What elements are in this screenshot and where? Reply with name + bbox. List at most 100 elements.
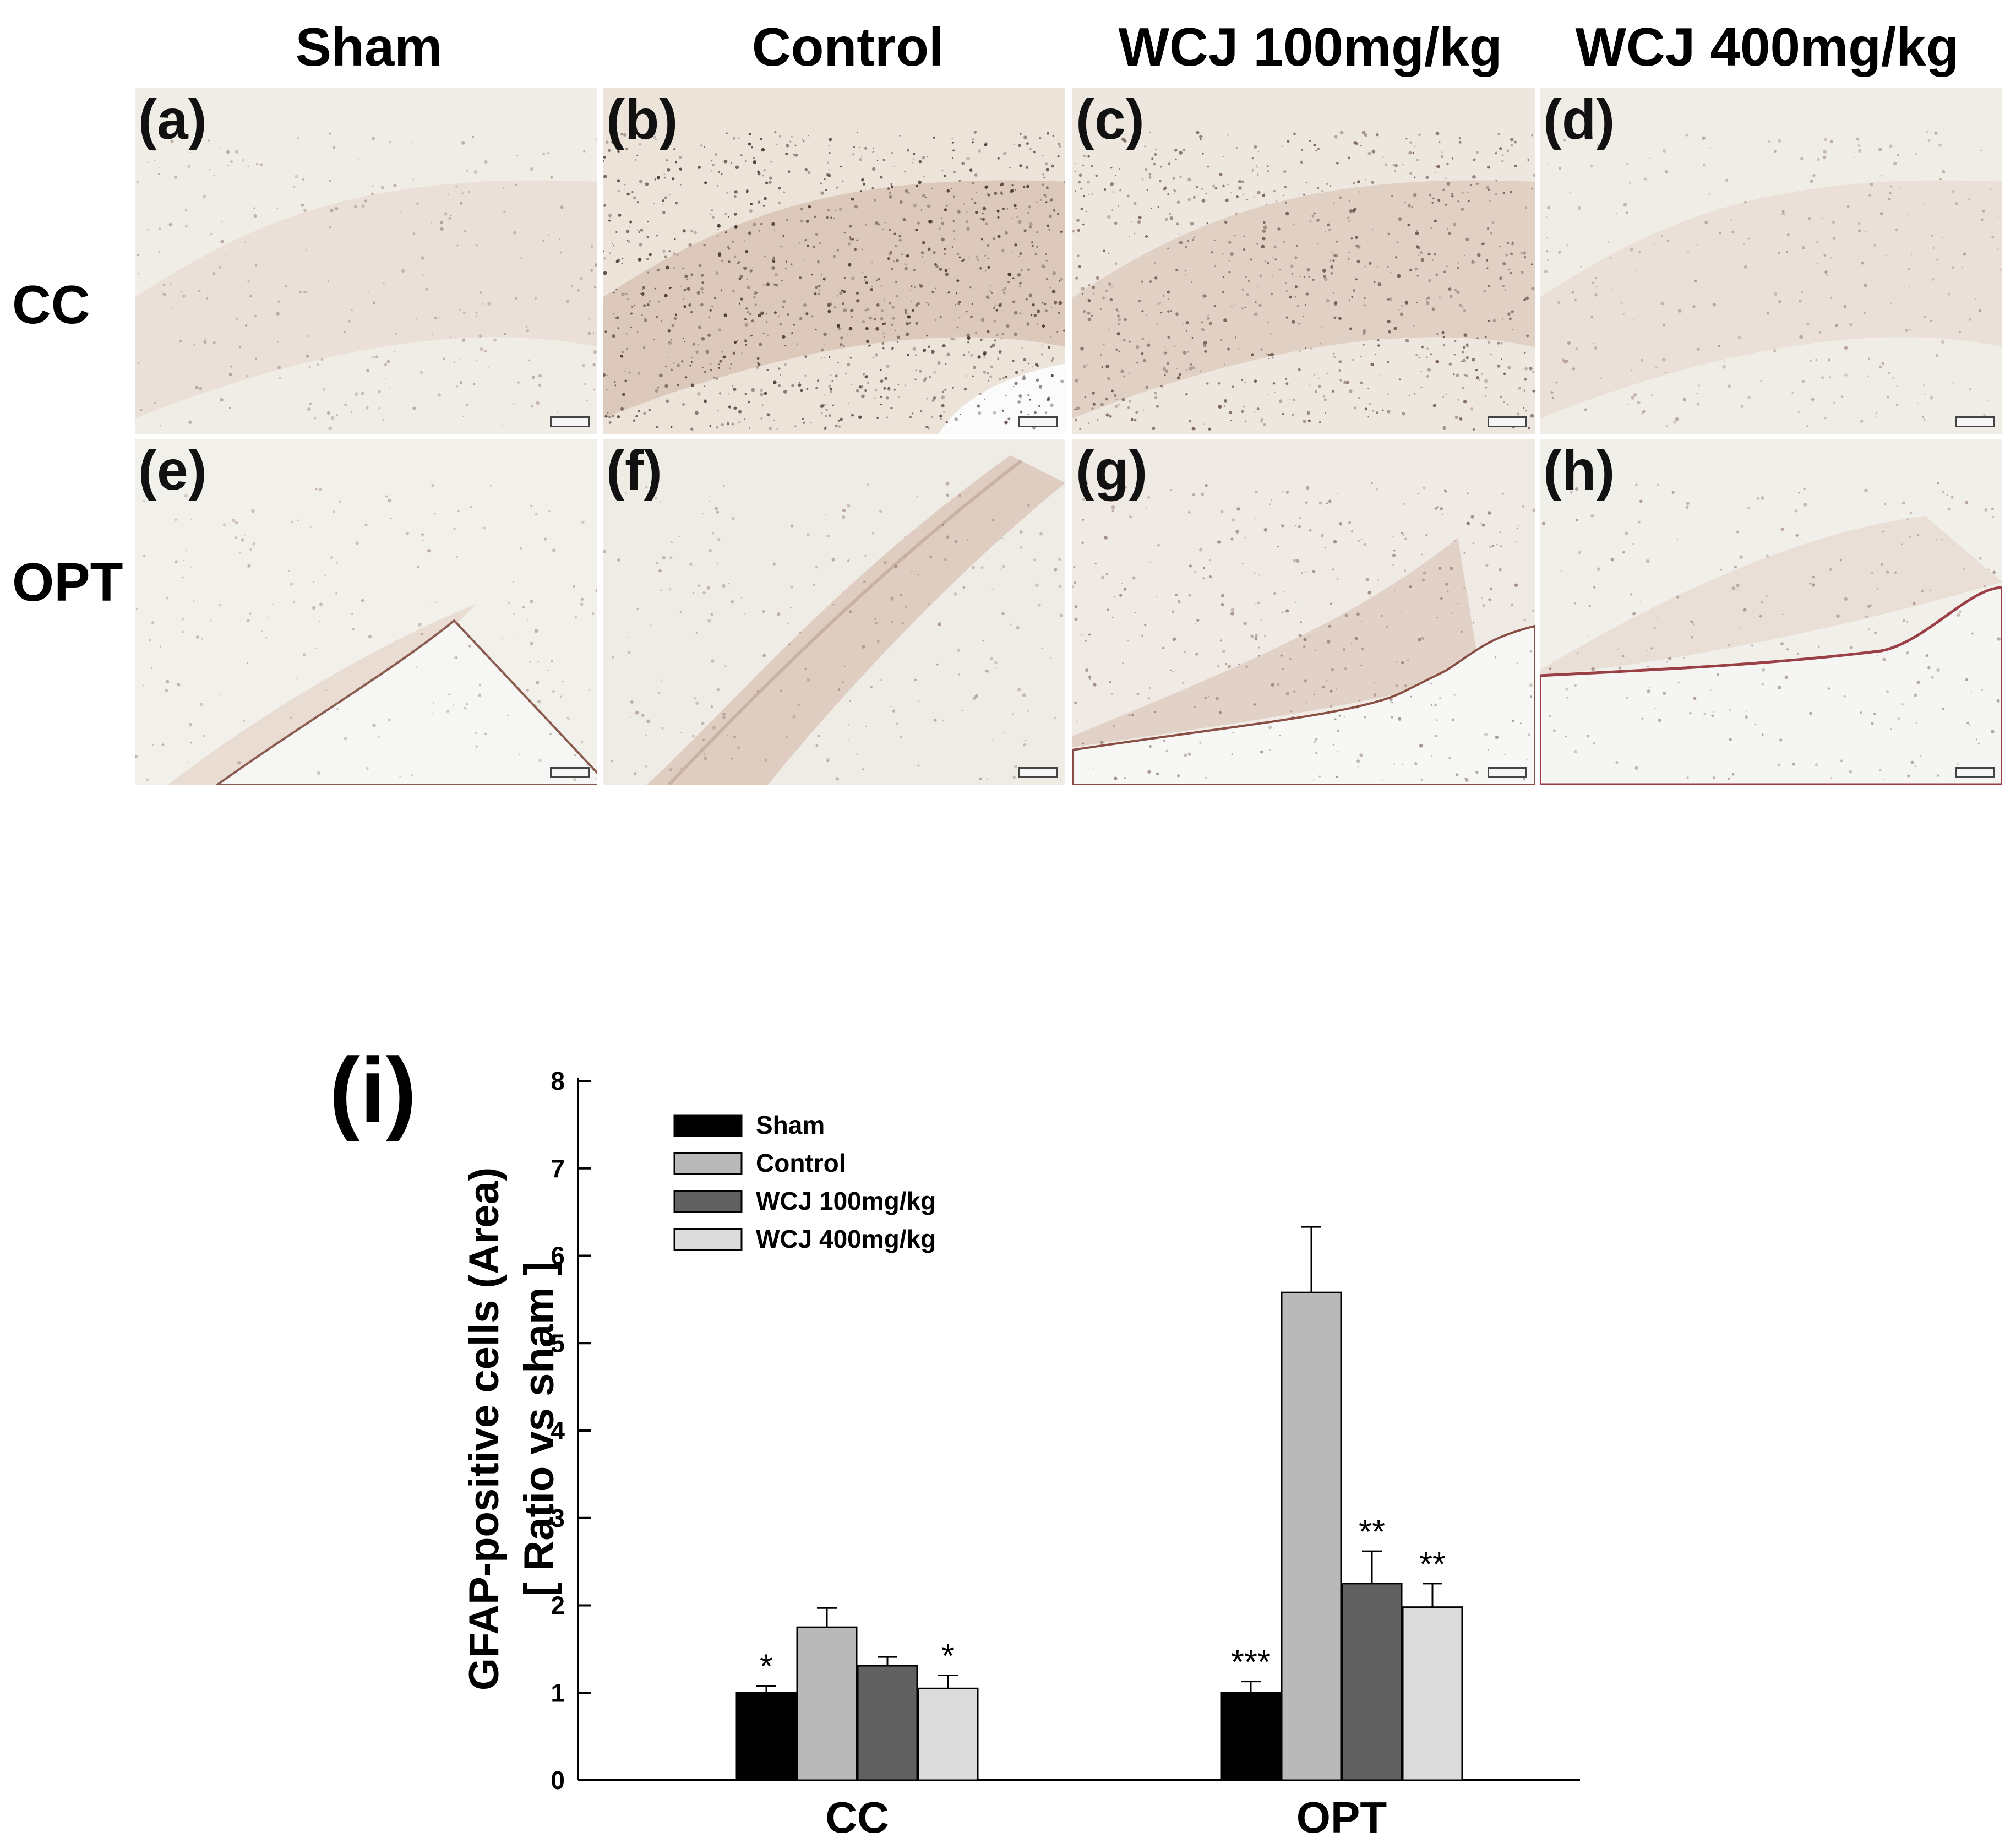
cell-dot <box>1315 390 1317 393</box>
cell-dot <box>1399 312 1404 316</box>
cell-dot <box>1880 563 1883 566</box>
cell-dot <box>1076 720 1078 722</box>
cell-dot <box>302 653 306 656</box>
cell-dot <box>1352 209 1356 213</box>
cell-dot <box>1050 359 1054 362</box>
cell-dot <box>914 228 917 231</box>
cell-dot <box>827 303 831 307</box>
cell-dot <box>1711 714 1714 717</box>
cell-dot <box>1130 221 1132 223</box>
cell-dot <box>1439 507 1443 511</box>
cell-dot <box>1965 678 1969 682</box>
cell-dot <box>508 602 510 605</box>
cell-dot <box>713 377 716 379</box>
cell-dot <box>1011 217 1012 219</box>
cell-dot <box>1392 564 1394 566</box>
cell-dot <box>830 390 832 393</box>
cell-dot <box>1927 666 1931 670</box>
cell-dot <box>666 357 668 359</box>
cell-dot <box>751 388 755 392</box>
cell-dot <box>1692 623 1695 626</box>
cell-dot <box>440 227 444 231</box>
cell-dot <box>884 561 887 564</box>
cell-dot <box>931 415 934 418</box>
cell-dot <box>480 347 483 351</box>
cell-dot <box>188 761 190 763</box>
cell-dot <box>1966 721 1970 725</box>
cell-dot <box>1263 193 1266 194</box>
cell-dot <box>1833 401 1835 404</box>
cell-dot <box>1445 583 1448 586</box>
cell-dot <box>1020 530 1023 534</box>
cell-dot <box>1027 322 1029 325</box>
cell-dot <box>513 613 515 615</box>
cell-dot <box>1387 393 1389 395</box>
cell-dot <box>943 411 945 413</box>
cell-dot <box>1014 381 1018 385</box>
cell-dot <box>989 285 991 287</box>
cell-dot <box>593 350 597 354</box>
cell-dot <box>1996 699 2000 703</box>
cell-dot <box>1360 665 1363 667</box>
cell-dot <box>875 221 879 225</box>
cell-dot <box>1214 187 1218 190</box>
cell-dot <box>1743 265 1748 269</box>
cell-dot <box>1816 263 1818 265</box>
cell-dot <box>1828 358 1831 362</box>
cell-dot <box>674 238 676 240</box>
legend-label: Sham <box>756 1111 825 1139</box>
cell-dot <box>1547 259 1549 261</box>
cell-dot <box>1476 182 1479 185</box>
cell-dot <box>463 706 466 709</box>
cell-dot <box>1414 762 1418 765</box>
cell-dot <box>616 316 619 319</box>
y-axis-title-line1: GFAP-positive cells (Area) <box>461 1167 508 1690</box>
cell-dot <box>1399 378 1401 380</box>
cell-dot <box>737 746 740 749</box>
cell-dot <box>760 388 763 392</box>
cell-dot <box>1202 567 1205 569</box>
cell-dot <box>923 378 927 382</box>
cell-dot <box>435 601 437 603</box>
cell-dot <box>1050 374 1054 377</box>
cell-dot <box>1012 300 1016 303</box>
cell-dot <box>1426 301 1430 305</box>
cell-dot <box>1293 399 1294 401</box>
cell-dot <box>696 291 700 295</box>
cell-dot <box>630 700 634 704</box>
cell-dot <box>415 666 417 668</box>
cell-dot <box>1522 251 1527 255</box>
tissue-image <box>1072 88 1535 434</box>
cell-dot <box>1254 145 1257 149</box>
cell-dot <box>827 309 831 313</box>
cell-dot <box>728 367 731 369</box>
cell-dot <box>603 160 604 162</box>
cell-dot <box>1409 395 1410 396</box>
legend-label: WCJ 100mg/kg <box>756 1187 936 1215</box>
cell-dot <box>983 371 987 374</box>
cell-dot <box>1282 491 1284 493</box>
cell-dot <box>1023 375 1025 377</box>
cell-dot <box>732 351 736 355</box>
cell-dot <box>974 694 979 698</box>
cell-dot <box>875 327 879 331</box>
cell-dot <box>1906 518 1909 520</box>
cell-dot <box>1374 682 1375 684</box>
cell-dot <box>653 338 655 341</box>
cell-dot <box>1936 259 1938 261</box>
cell-dot <box>839 417 843 421</box>
cell-dot <box>677 363 680 367</box>
cell-dot <box>1420 386 1423 388</box>
cell-dot <box>1048 228 1051 231</box>
cell-dot <box>1937 774 1939 777</box>
cell-dot <box>1300 621 1303 623</box>
cell-dot <box>443 357 446 361</box>
cell-dot <box>943 174 946 177</box>
cell-dot <box>1352 358 1354 361</box>
scale-bar <box>1488 416 1527 427</box>
cell-dot <box>372 724 376 727</box>
cell-dot <box>1253 703 1256 706</box>
cell-dot <box>1313 212 1316 215</box>
cell-dot <box>1759 615 1762 618</box>
cell-dot <box>1023 743 1026 747</box>
